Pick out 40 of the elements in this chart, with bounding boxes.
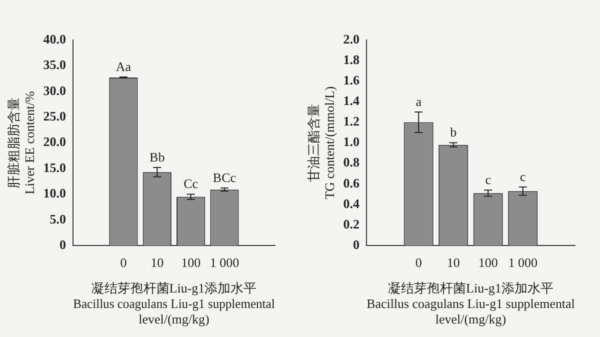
y-axis-title: 肝脏粗脂肪含量 Liver EE content/% (6, 91, 37, 194)
x-tick-label: 0 (415, 254, 422, 270)
y-tick-label: 2.0 (343, 31, 360, 46)
annotation: Bb (150, 149, 165, 164)
y-tick-label: 0.2 (343, 216, 360, 232)
y-tick-label: 1.4 (343, 93, 360, 108)
y-tick-label: 1.2 (343, 114, 360, 129)
annotation: b (450, 124, 457, 140)
annotation: c (485, 172, 492, 188)
annotation: BCc (212, 170, 236, 185)
y-tick-label: 15.0 (43, 160, 66, 175)
x-tick-label: 10 (150, 254, 164, 270)
annotation: a (416, 94, 422, 109)
annotation: Cc (184, 176, 198, 192)
y-tick-label: 1.6 (343, 72, 360, 88)
y-tick-label: 5.0 (50, 211, 66, 226)
y-tick-label: 0 (59, 236, 66, 252)
y-tick-label: 1.8 (343, 52, 360, 67)
y-tick-label: 30.0 (43, 82, 66, 98)
y-tick-label: 35.0 (43, 57, 66, 72)
y-tick-label: 10.0 (43, 186, 66, 201)
x-tick-label: 10 (446, 254, 460, 270)
y-axis-title: 甘油三酯含量 TG content/(mmol/L) (306, 86, 337, 200)
annotation: Aa (116, 58, 132, 74)
y-tick-label: 0.4 (343, 196, 360, 211)
x-axis-title: 凝结芽孢杆菌Liu-g1添加水平 Bacillus coagulans Liu-g1 supplemental level/(mg/kg) (366, 280, 576, 327)
annotation: c (520, 168, 526, 184)
y-tick-label: 25.0 (43, 108, 66, 124)
x-tick-label: 100 (181, 254, 201, 270)
x-tick-label: 1 000 (210, 254, 240, 270)
y-tick-label: 40.0 (43, 31, 66, 46)
y-tick-label: 0.6 (343, 175, 360, 190)
y-tick-label: 0 (352, 236, 360, 252)
x-tick-label: 1 000 (508, 254, 538, 270)
x-tick-label: 100 (478, 254, 498, 270)
y-tick-label: 20.0 (43, 134, 66, 150)
x-tick-label: 0 (120, 254, 127, 270)
y-tick-label: 0.8 (343, 154, 360, 170)
x-axis-title: 凝结芽孢杆菌Liu-g1添加水平 Bacillus coagulans Liu-g1 supplemental level/(mg/kg) (73, 280, 276, 327)
y-tick-label: 1.0 (343, 134, 360, 150)
